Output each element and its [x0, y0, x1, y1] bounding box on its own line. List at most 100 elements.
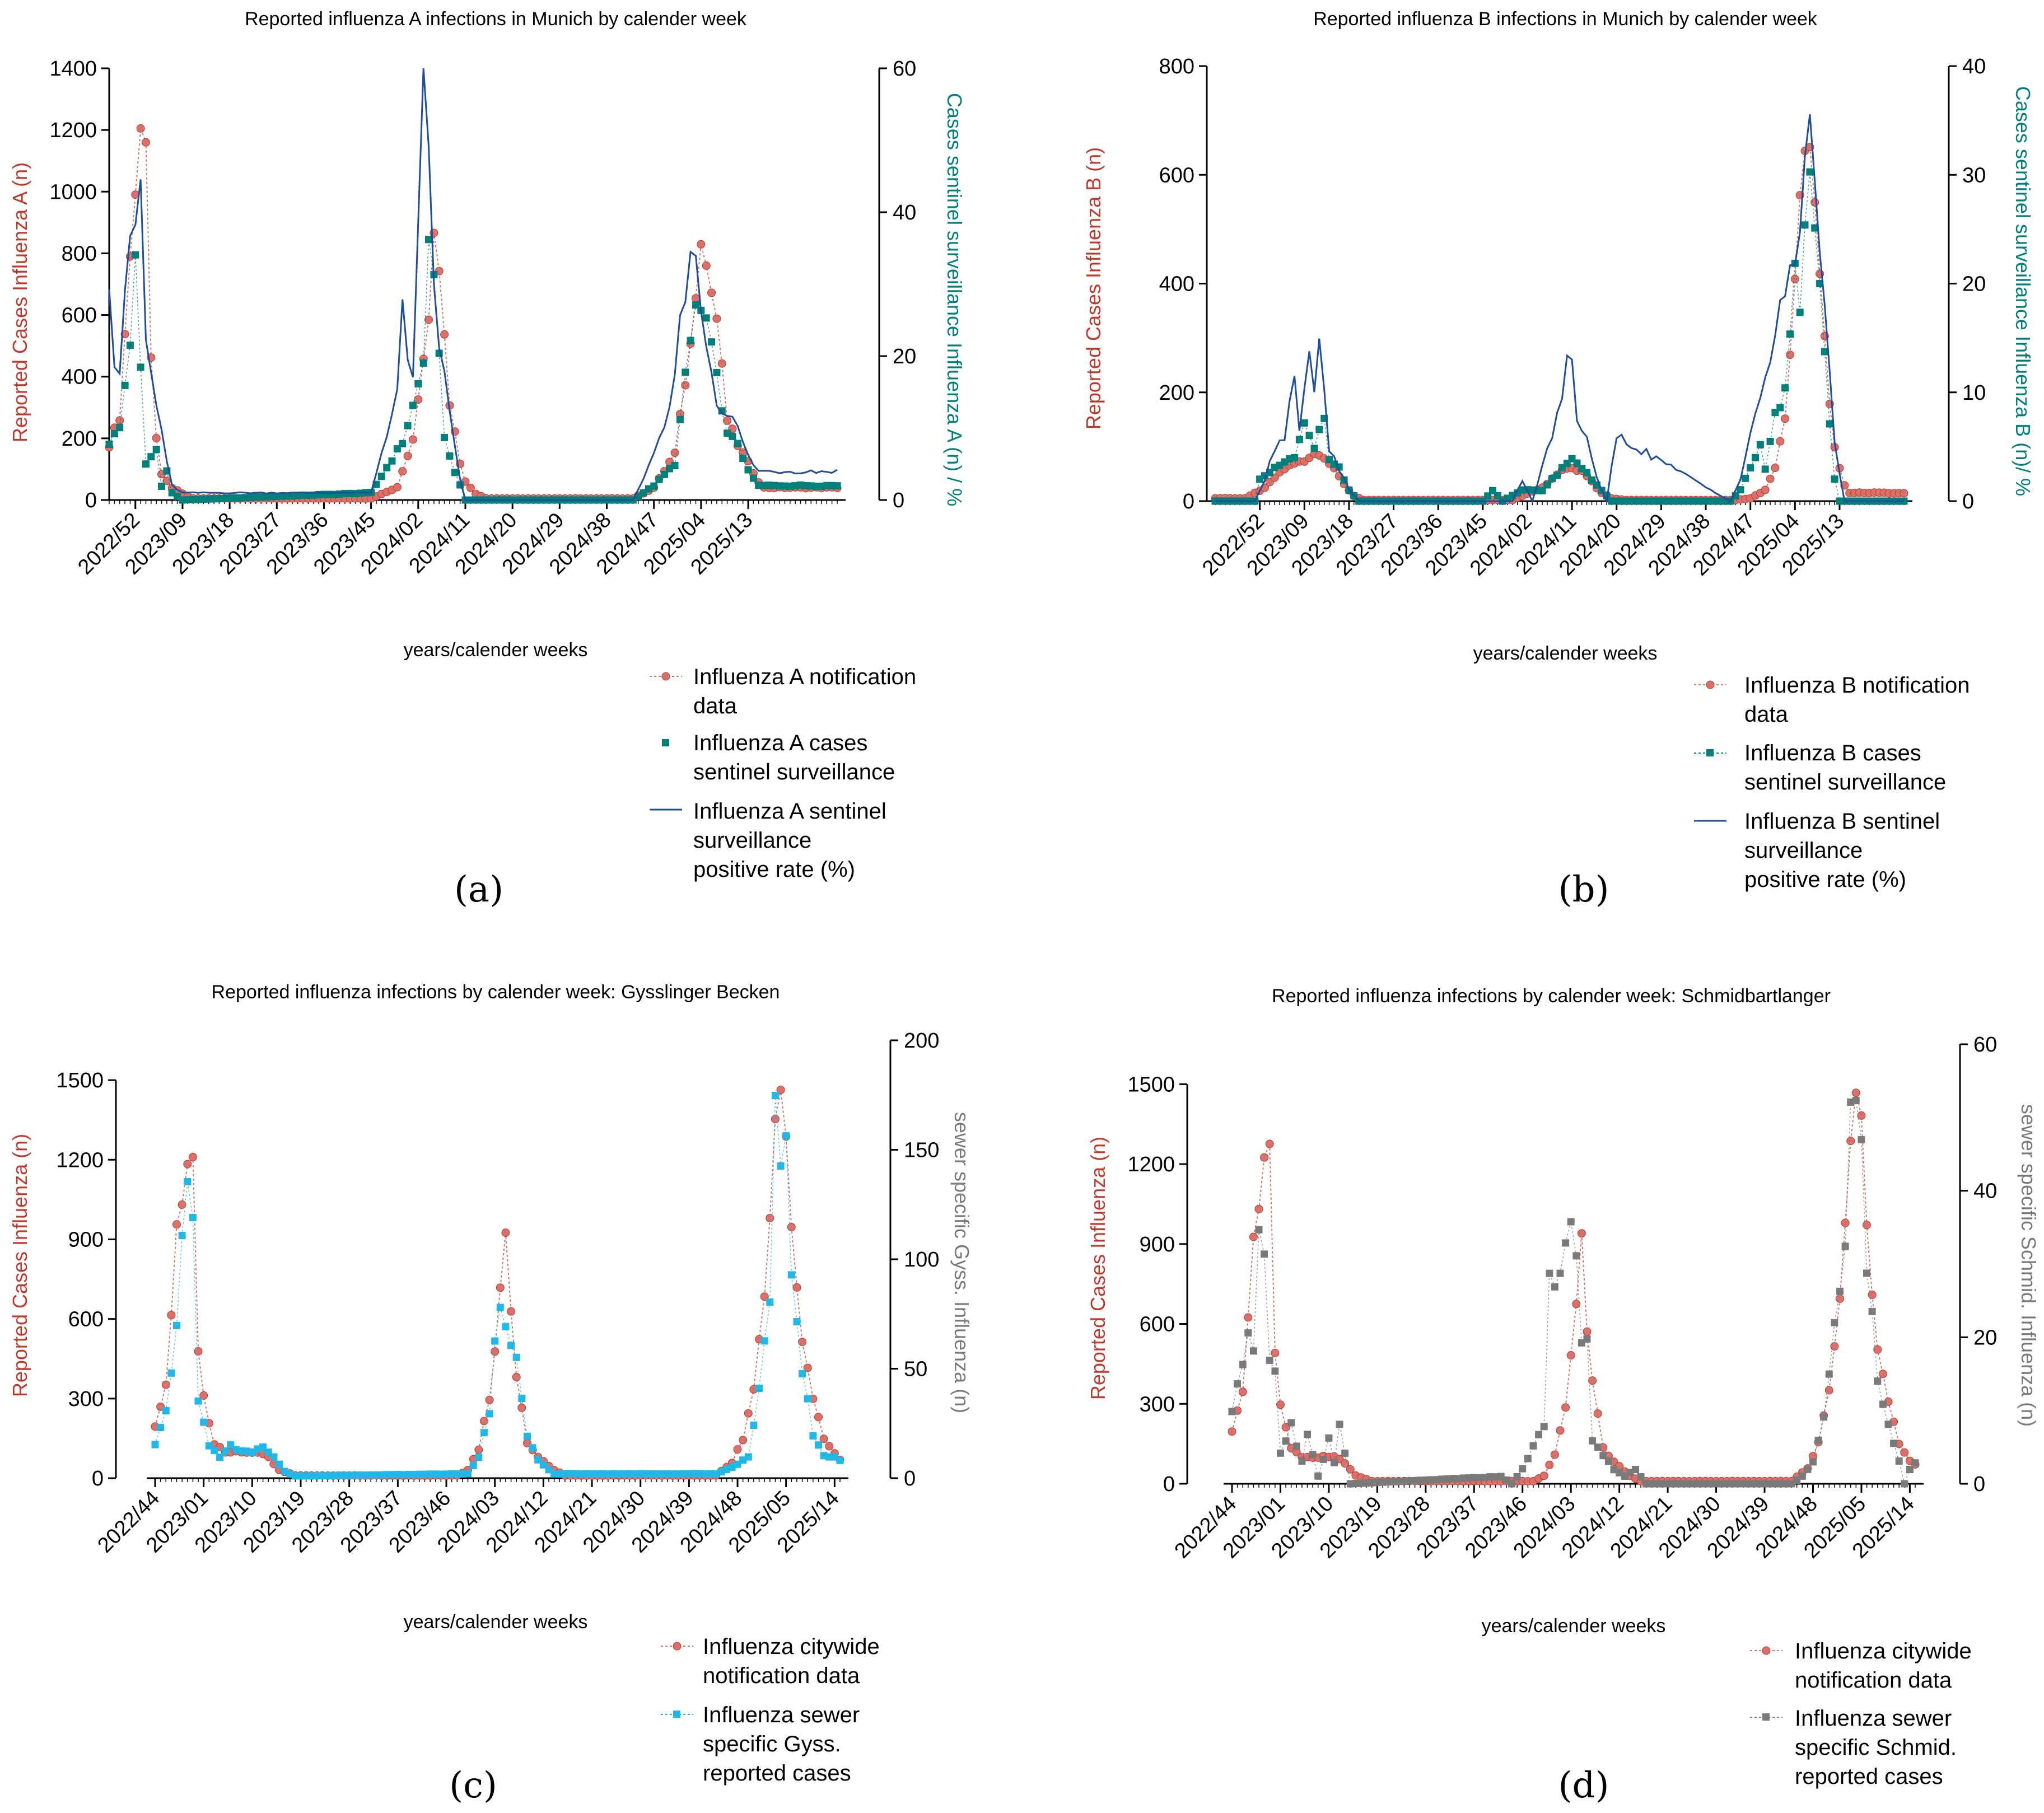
- data-point: [1550, 1450, 1559, 1459]
- data-point: [1742, 474, 1749, 482]
- data-point: [1244, 1313, 1253, 1322]
- y-axis-right: 0 10 20 30 40: [1948, 55, 1986, 513]
- y-tick-label: 1000: [49, 180, 97, 204]
- data-point: [393, 483, 402, 492]
- legend: Influenza citywide notification data Inf…: [1750, 1639, 1972, 1789]
- series-connector: [109, 239, 838, 501]
- data-point: [151, 1441, 159, 1448]
- data-point: [1551, 1283, 1558, 1291]
- data-point: [425, 236, 432, 244]
- data-point: [1282, 1437, 1290, 1445]
- data-point: [1234, 1380, 1242, 1388]
- data-point: [1761, 465, 1769, 473]
- y-axis-right: 0 50 100 150 200: [889, 1029, 939, 1490]
- y2-tick-label: 20: [1962, 273, 1986, 296]
- data-point: [221, 1447, 229, 1455]
- data-point: [702, 314, 710, 322]
- legend-item-sentinel-cases: Influenza B cases sentinel surveillance: [1694, 741, 1946, 795]
- data-point: [836, 1456, 844, 1464]
- data-point: [479, 1417, 488, 1426]
- legend: Influenza A notification data Influenza …: [650, 665, 916, 882]
- data-point: [1254, 1204, 1263, 1213]
- data-point: [485, 1395, 494, 1404]
- data-point: [110, 430, 118, 438]
- series-1: [151, 1092, 844, 1480]
- data-point: [1583, 1335, 1591, 1343]
- y2-tick-label: 50: [904, 1358, 927, 1381]
- y2-tick-label: 10: [1962, 381, 1986, 405]
- data-point: [178, 1200, 186, 1209]
- data-point: [1295, 436, 1303, 443]
- series-2: [1215, 114, 1904, 504]
- data-point: [1781, 384, 1789, 392]
- data-point: [152, 446, 160, 454]
- data-point: [194, 1397, 202, 1405]
- legend-text: sentinel surveillance: [693, 760, 895, 784]
- data-point: [1830, 1342, 1839, 1351]
- data-point: [1239, 1361, 1247, 1368]
- data-point: [1814, 1436, 1822, 1444]
- data-point: [819, 1434, 828, 1443]
- data-point: [1287, 1419, 1295, 1427]
- data-point: [440, 330, 449, 339]
- chart-panel-a: Reported influenza A infections in Munic…: [8, 8, 966, 907]
- data-point: [708, 338, 715, 346]
- data-point: [1265, 1139, 1274, 1148]
- data-point: [1315, 426, 1323, 433]
- legend-item-notification: Influenza A notification data: [650, 665, 916, 718]
- y-tick-label: 600: [68, 1308, 104, 1331]
- y-tick-label: 200: [62, 427, 97, 451]
- panel-caption: (b): [1558, 869, 1609, 907]
- data-point: [115, 416, 124, 425]
- data-point: [399, 440, 407, 447]
- data-point: [1255, 1226, 1263, 1233]
- data-point: [1890, 1440, 1898, 1447]
- data-point: [1863, 1221, 1871, 1230]
- data-point: [414, 395, 423, 404]
- data-point: [491, 1347, 500, 1356]
- data-point: [1858, 1136, 1865, 1143]
- y2-tick-label: 100: [904, 1248, 939, 1272]
- x-axis-label: years/calender weeks: [1473, 643, 1658, 664]
- data-point: [1911, 1459, 1919, 1467]
- y-tick-label: 300: [1140, 1393, 1175, 1416]
- x-axis: 2022/442023/012023/102023/192023/282023/…: [94, 1477, 848, 1558]
- data-point: [507, 1307, 516, 1316]
- data-point: [1796, 309, 1804, 316]
- data-point: [771, 1092, 779, 1099]
- data-point: [1276, 1400, 1285, 1409]
- data-point: [178, 1232, 186, 1240]
- y-tick-label: 0: [85, 489, 97, 512]
- data-point: [682, 368, 689, 376]
- data-point: [1868, 1290, 1877, 1299]
- y2-tick-label: 20: [893, 345, 916, 368]
- data-point: [1810, 198, 1819, 207]
- data-point: [681, 381, 690, 390]
- y-axis-right: 0 20 40 60: [1959, 1033, 1997, 1496]
- data-point: [1567, 1218, 1575, 1226]
- data-point: [1277, 1449, 1284, 1457]
- data-point: [1336, 1421, 1343, 1428]
- data-point: [486, 1410, 493, 1418]
- data-point: [815, 1441, 822, 1449]
- legend-text: Influenza B notification: [1744, 673, 1970, 698]
- data-point: [1341, 1449, 1349, 1457]
- data-point: [1766, 437, 1774, 445]
- data-point: [1737, 486, 1744, 494]
- data-point: [713, 369, 721, 376]
- data-point: [451, 469, 459, 476]
- data-point: [1543, 481, 1551, 489]
- y2-tick-label: 20: [1973, 1326, 1997, 1349]
- data-point: [766, 1214, 774, 1223]
- data-point: [194, 1347, 203, 1356]
- legend-text: surveillance: [1744, 838, 1863, 863]
- y2-axis-label: Cases sentinel surveillance Influenza B …: [2012, 86, 2034, 496]
- data-point: [1540, 1423, 1548, 1431]
- data-point: [1561, 1403, 1570, 1412]
- data-point: [1524, 1455, 1532, 1462]
- series-connector: [155, 1090, 841, 1476]
- legend-text: Influenza citywide: [1795, 1639, 1972, 1664]
- data-point: [446, 452, 454, 460]
- series-1: [105, 236, 841, 504]
- data-point: [1535, 1431, 1543, 1438]
